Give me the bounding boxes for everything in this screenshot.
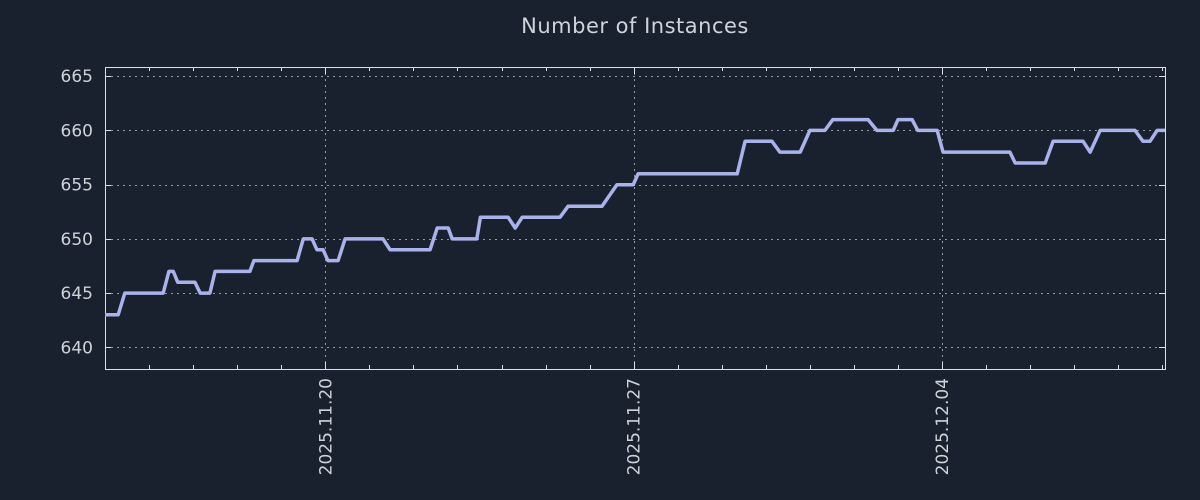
- y-tick-label: 645: [61, 284, 93, 304]
- y-tick-label: 650: [61, 230, 93, 250]
- y-tick-label: 640: [61, 338, 93, 358]
- x-tick-label: 2025.11.27: [625, 378, 645, 475]
- chart-title: Number of Instances: [521, 14, 749, 38]
- x-tick-label: 2025.12.04: [933, 378, 953, 475]
- series-line-instances: [105, 117, 1165, 317]
- plot-border: [105, 67, 1166, 370]
- axis-labels: 640 645 650 655 660 665 2025.11.20 2025.11.27 20…: [61, 67, 954, 475]
- y-tick-label: 655: [61, 176, 93, 196]
- tick-marks: [105, 67, 1165, 369]
- gridlines: [105, 67, 1165, 369]
- y-tick-label: 660: [61, 121, 93, 141]
- y-tick-label: 665: [61, 67, 93, 87]
- x-tick-label: 2025.11.20: [316, 378, 336, 475]
